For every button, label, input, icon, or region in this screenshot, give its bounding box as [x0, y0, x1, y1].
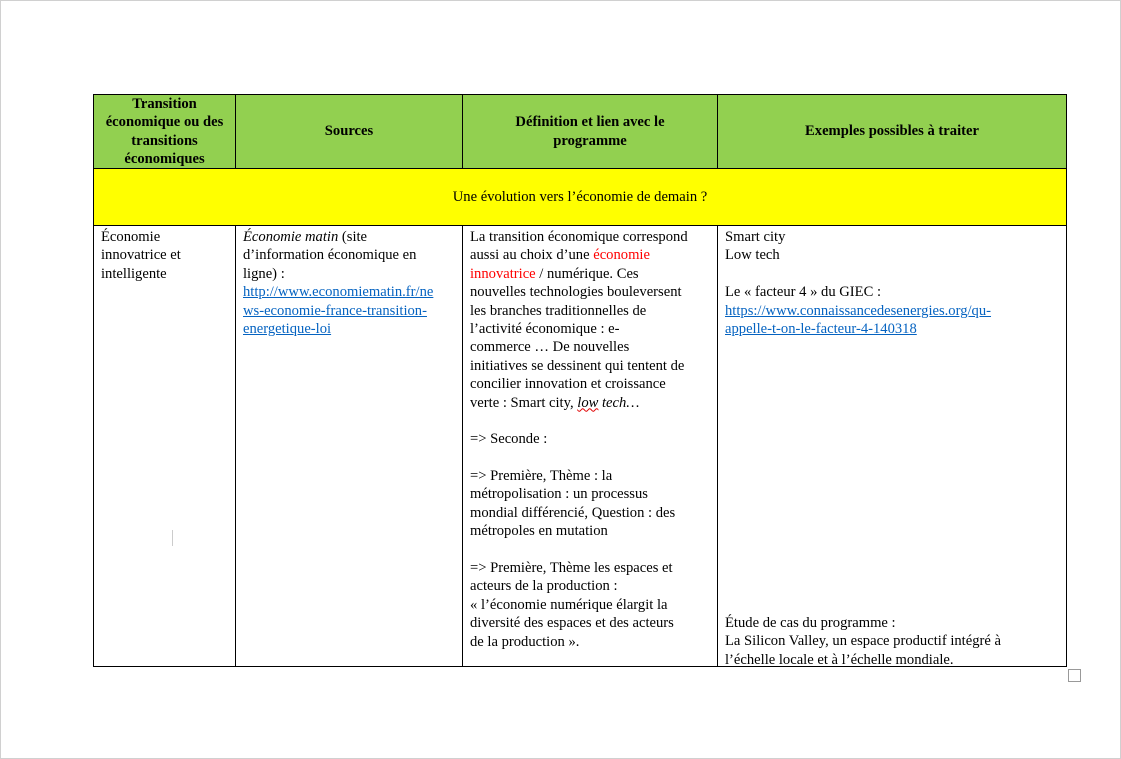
- header-definition-label: Définition et lien avec le programme: [515, 114, 665, 149]
- header-examples-label: Exemples possibles à traiter: [805, 123, 979, 140]
- definition-text: nouvelles technologies bouleversent: [470, 284, 682, 301]
- definition-text: métropoles en mutation: [470, 523, 608, 540]
- example-link[interactable]: https://www.connaissancedesenergies.org/…: [725, 302, 1059, 339]
- definition-text: => Seconde :: [470, 431, 548, 448]
- transition-text: intelligente: [101, 265, 167, 282]
- cell-definition: La transition économique correspond auss…: [462, 225, 718, 667]
- transition-text: Économie: [101, 229, 161, 245]
- definition-text: aussi au choix d’une: [470, 247, 594, 264]
- source-link-line[interactable]: ws-economie-france-transition-: [243, 302, 427, 319]
- header-examples: Exemples possibles à traiter: [717, 94, 1067, 169]
- example-text: Low tech: [725, 247, 780, 264]
- case-study-text: Étude de cas du programme :: [725, 615, 896, 631]
- definition-text: les branches traditionnelles de: [470, 302, 647, 319]
- example-text: Le « facteur 4 » du GIEC :: [725, 284, 882, 301]
- definition-text: métropolisation : un processus: [470, 486, 648, 503]
- definition-text: « l’économie numérique élargit la: [470, 596, 668, 613]
- source-link-line[interactable]: http://www.economiematin.fr/ne: [243, 284, 434, 301]
- example-link-line[interactable]: appelle-t-on-le-facteur-4-140318: [725, 320, 917, 337]
- section-row: Une évolution vers l’économie de demain …: [93, 168, 1067, 226]
- cell-examples: Smart city Low tech Le « facteur 4 » du …: [717, 225, 1067, 669]
- definition-text: diversité des espaces et des acteurs: [470, 615, 674, 632]
- definition-text: l’activité économique : e-: [470, 320, 620, 337]
- definition-text: verte : Smart city,: [470, 394, 578, 411]
- table-resize-handle[interactable]: [1068, 669, 1081, 682]
- highlighted-text: économie: [593, 247, 650, 264]
- cell-transition: Économie innovatrice et intelligente: [93, 225, 236, 667]
- example-text: Smart city: [725, 229, 786, 245]
- definition-text: acteurs de la production :: [470, 578, 618, 595]
- header-sources-label: Sources: [324, 123, 374, 140]
- source-text: ligne) :: [243, 265, 285, 282]
- definition-text: / numérique. Ces: [535, 265, 639, 282]
- transition-text: innovatrice et: [101, 247, 181, 264]
- source-link[interactable]: http://www.economiematin.fr/ne ws-econom…: [243, 283, 455, 338]
- definition-text: => Première, Thème : la: [470, 468, 613, 485]
- definition-text: de la production ».: [470, 633, 580, 650]
- case-study-text: l’échelle locale et à l’échelle mondiale…: [725, 651, 954, 668]
- source-link-line[interactable]: energetique-loi: [243, 320, 332, 337]
- source-title: Économie matin: [243, 229, 339, 245]
- case-study-text: La Silicon Valley, un espace productif i…: [725, 633, 1001, 650]
- cell-sources: Économie matin (site d’information écono…: [235, 225, 463, 667]
- case-study: Étude de cas du programme : La Silicon V…: [725, 614, 1001, 669]
- definition-text: concilier innovation et croissance: [470, 376, 666, 393]
- header-transition: Transition économique ou des transitions…: [93, 94, 236, 169]
- definition-text: La transition économique correspond: [470, 229, 688, 245]
- header-definition: Définition et lien avec le programme: [462, 94, 718, 169]
- definition-text: tech…: [598, 394, 640, 411]
- header-transition-label: Transition économique ou des transitions…: [105, 95, 224, 167]
- definition-text: => Première, Thème les espaces et: [470, 560, 673, 577]
- highlighted-text: innovatrice: [470, 265, 536, 282]
- section-title: Une évolution vers l’économie de demain …: [452, 188, 708, 205]
- definition-text: commerce … De nouvelles: [470, 339, 630, 356]
- header-sources: Sources: [235, 94, 463, 169]
- source-text: (site: [338, 229, 368, 245]
- definition-text: mondial différencié, Question : des: [470, 504, 676, 521]
- text-cursor: [172, 530, 173, 546]
- example-link-line[interactable]: https://www.connaissancedesenergies.org/…: [725, 302, 992, 319]
- spellcheck-word: low: [577, 394, 599, 411]
- definition-text: initiatives se dessinent qui tentent de: [470, 357, 685, 374]
- source-text: d’information économique en: [243, 247, 417, 264]
